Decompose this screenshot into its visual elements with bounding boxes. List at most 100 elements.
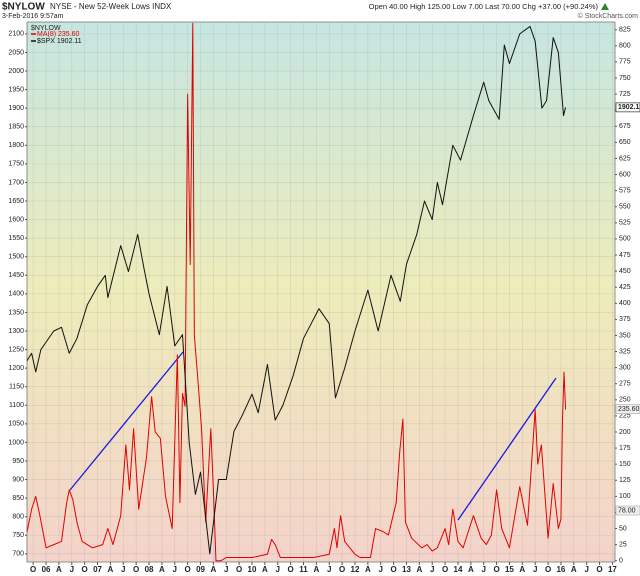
x-tick-label: A xyxy=(468,565,474,574)
y-tick-label: 1850 xyxy=(8,124,24,131)
y2-tick-label: 475 xyxy=(619,252,631,259)
y2-tick-label: 425 xyxy=(619,284,631,291)
x-tick-label: O xyxy=(236,565,242,574)
y2-tick-label: 675 xyxy=(619,123,631,130)
value-tag xyxy=(615,404,640,414)
y-tick-label: 1650 xyxy=(8,198,24,205)
x-tick-label: O xyxy=(82,565,88,574)
x-tick-label: J xyxy=(121,565,125,574)
x-tick-label: A xyxy=(108,565,114,574)
y2-tick-label: 200 xyxy=(619,429,631,436)
y2-tick-label: 225 xyxy=(619,413,631,420)
x-tick-label: O xyxy=(133,565,139,574)
y2-tick-label: 600 xyxy=(619,171,631,178)
plot-area xyxy=(26,21,616,563)
x-tick-label: O xyxy=(390,565,396,574)
chart-title: $NYLOW xyxy=(2,2,45,13)
x-tick-label: A xyxy=(210,565,216,574)
y2-tick-label: 250 xyxy=(619,397,631,404)
y-tick-label: 1300 xyxy=(8,328,24,335)
y2-tick-label: 800 xyxy=(619,43,631,50)
x-tick-label: A xyxy=(416,565,422,574)
x-tick-label: J xyxy=(276,565,280,574)
y-tick-label: 850 xyxy=(12,495,24,502)
y2-tick-label: 500 xyxy=(619,236,631,243)
y-tick-label: 1600 xyxy=(8,216,24,223)
y-tick-label: 1750 xyxy=(8,161,24,168)
y2-tick-label: 325 xyxy=(619,348,631,355)
y2-tick-label: 650 xyxy=(619,139,631,146)
y-tick-label: 1900 xyxy=(8,105,24,112)
x-tick-label: 10 xyxy=(248,565,257,574)
x-tick-label: 12 xyxy=(351,565,360,574)
value-tag xyxy=(615,505,640,516)
y2-tick-label: 825 xyxy=(619,27,631,34)
x-tick-label: J xyxy=(70,565,74,574)
up-arrow xyxy=(601,3,609,10)
x-tick-label: J xyxy=(533,565,537,574)
y-tick-label: 1800 xyxy=(8,142,24,149)
y2-tick-label: 300 xyxy=(619,364,631,371)
y2-tick-label: 25 xyxy=(619,541,627,548)
legend-label: $SPX 1902.11 xyxy=(37,38,82,45)
y2-tick-label: 50 xyxy=(619,525,627,532)
x-tick-label: J xyxy=(430,565,434,574)
y2-tick-label: 150 xyxy=(619,461,631,468)
y2-tick-label: 100 xyxy=(619,493,631,500)
trend-line xyxy=(457,377,557,521)
y-tick-label: 1700 xyxy=(8,179,24,186)
trend-line xyxy=(69,351,184,491)
x-tick-label: 14 xyxy=(454,565,463,574)
x-tick-label: J xyxy=(224,565,228,574)
x-tick-label: O xyxy=(30,565,36,574)
y2-tick-label: 725 xyxy=(619,91,631,98)
x-tick-label: 15 xyxy=(505,565,514,574)
series-line xyxy=(26,25,567,555)
y2-tick-label: 400 xyxy=(619,300,631,307)
y2-tick-label: 525 xyxy=(619,220,631,227)
x-tick-label: J xyxy=(173,565,177,574)
y-tick-label: 1550 xyxy=(8,235,24,242)
value-tag-label: 78.00 xyxy=(618,507,636,514)
x-tick-label: O xyxy=(596,565,602,574)
x-tick-label: 07 xyxy=(93,565,102,574)
x-tick-label: O xyxy=(185,565,191,574)
y-tick-label: 2000 xyxy=(8,68,24,75)
y2-tick-label: 275 xyxy=(619,381,631,388)
x-tick-label: 08 xyxy=(145,565,154,574)
x-tick-label: J xyxy=(379,565,383,574)
x-tick-label: 16 xyxy=(556,565,565,574)
y-tick-label: 1400 xyxy=(8,291,24,298)
x-tick-label: 06 xyxy=(42,565,51,574)
y-tick-label: 1050 xyxy=(8,421,24,428)
y2-tick-label: 450 xyxy=(619,268,631,275)
x-tick-label: J xyxy=(327,565,331,574)
y2-tick-label: 350 xyxy=(619,332,631,339)
x-tick-label: A xyxy=(313,565,319,574)
x-tick-label: 09 xyxy=(196,565,205,574)
chart-subtitle: NYSE - New 52-Week Lows INDX xyxy=(50,2,172,11)
x-tick-label: O xyxy=(442,565,448,574)
x-tick-label: A xyxy=(262,565,268,574)
legend-title: $NYLOW xyxy=(31,25,61,32)
y-tick-label: 1150 xyxy=(9,384,24,391)
x-tick-label: O xyxy=(493,565,499,574)
x-tick-label: A xyxy=(56,565,62,574)
y2-tick-label: 0 xyxy=(619,558,623,565)
x-tick-label: 17 xyxy=(608,565,617,574)
series-line xyxy=(26,22,567,562)
x-tick-label: J xyxy=(481,565,485,574)
y2-tick-label: 575 xyxy=(619,187,631,194)
y-tick-label: 2100 xyxy=(8,31,24,38)
date-label: 3-Feb-2016 9:57am xyxy=(2,13,64,20)
y2-tick-label: 775 xyxy=(619,59,631,66)
y-tick-label: 2050 xyxy=(8,49,24,56)
y-tick-label: 1350 xyxy=(8,309,24,316)
x-tick-label: 13 xyxy=(402,565,411,574)
value-tag-label: 235.60 xyxy=(618,406,640,413)
y-tick-label: 1100 xyxy=(9,402,24,409)
y2-tick-label: 625 xyxy=(619,155,631,162)
y2-tick-label: 550 xyxy=(619,204,631,211)
legend-label: MA(8) 235.60 xyxy=(37,31,80,38)
